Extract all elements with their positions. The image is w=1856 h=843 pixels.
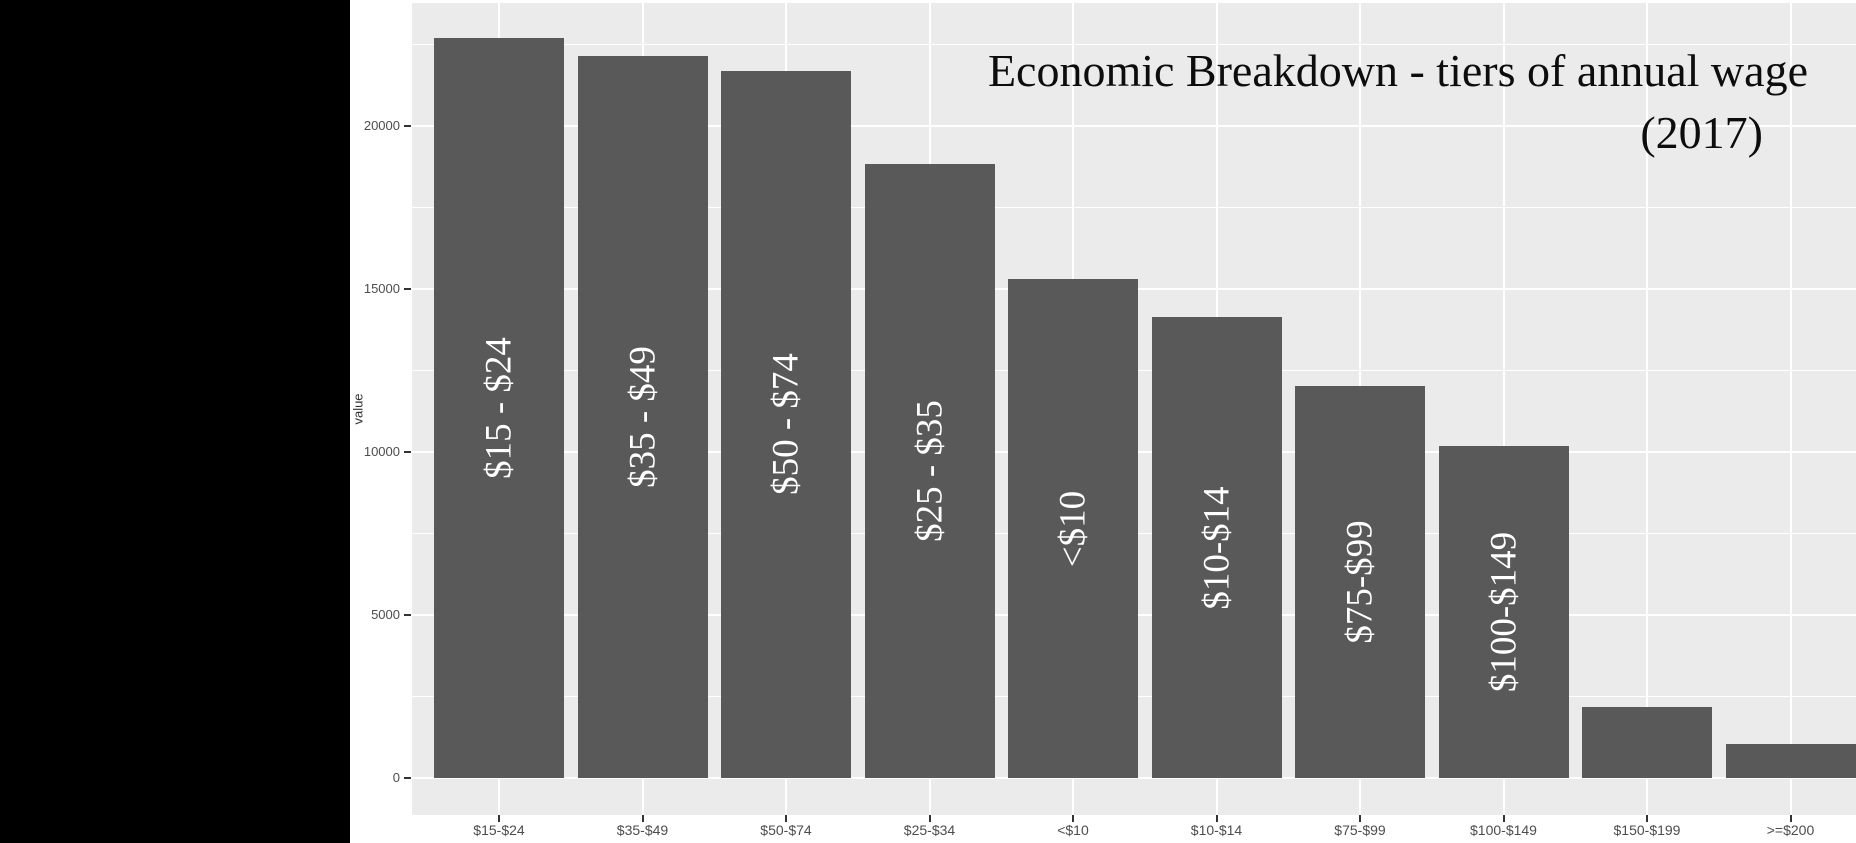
y-axis-title: value	[350, 393, 366, 425]
x-tick-label: $50-$74	[760, 822, 812, 838]
y-tick-mark	[404, 288, 411, 291]
x-tick-label: $100-$149	[1470, 822, 1537, 838]
bar	[1008, 279, 1138, 778]
bar	[1438, 446, 1569, 778]
bar	[1295, 385, 1425, 778]
gridline-y-major	[412, 125, 1856, 128]
x-tick-mark	[785, 815, 787, 822]
bar-value-label: $50 - $74	[765, 353, 807, 496]
x-tick-label: $75-$99	[1334, 822, 1386, 838]
bar	[577, 55, 708, 778]
bar-value-label: $25 - $35	[909, 400, 950, 543]
x-tick-mark	[1646, 815, 1648, 822]
x-tick-mark	[1215, 815, 1218, 822]
bar-value-label: $15 - $24	[478, 337, 520, 479]
x-tick-mark	[928, 815, 931, 822]
y-tick-label: 0	[392, 770, 400, 785]
y-tick-mark	[404, 125, 411, 128]
gridline-x-major	[1789, 3, 1792, 815]
x-tick-mark	[1789, 815, 1792, 822]
x-tick-label: $25-$34	[903, 822, 956, 838]
x-tick-label: $10-$14	[1190, 822, 1243, 838]
left-black-band	[0, 0, 350, 843]
x-tick-label: <$10	[1057, 822, 1089, 838]
x-tick-mark	[1359, 815, 1361, 822]
y-tick-label: 5000	[371, 607, 400, 622]
y-tick-mark	[404, 777, 411, 779]
bar	[1582, 706, 1712, 778]
y-tick-mark	[404, 614, 411, 616]
x-tick-label: $15-$24	[473, 822, 525, 838]
plot-panel: $15 - $24 $35 - $49 $50 - $74 $25 - $35 <$10…	[412, 3, 1856, 815]
x-tick-mark	[641, 815, 644, 822]
x-tick-label: >=$200	[1766, 822, 1815, 838]
gridline-x-major	[1646, 3, 1648, 815]
gridline-y-minor	[412, 44, 1856, 46]
gridline-y-major	[412, 777, 1856, 779]
y-tick-mark	[404, 451, 411, 454]
bar	[864, 164, 995, 778]
x-tick-mark	[498, 815, 500, 822]
bar-value-label: $75-$99	[1339, 520, 1381, 644]
bar	[434, 38, 564, 778]
bar-value-label: $10-$14	[1196, 485, 1237, 610]
bar-value-label: $35 - $49	[622, 346, 663, 488]
bar-value-label: <$10	[1052, 490, 1094, 567]
x-tick-mark	[1072, 815, 1074, 822]
x-tick-label: $150-$199	[1613, 822, 1681, 838]
gridline-x-major	[1502, 3, 1505, 815]
bar	[721, 70, 851, 778]
chart-title-line1: Economic Breakdown - tiers of annual wag…	[987, 45, 1808, 96]
y-tick-label: 15000	[363, 281, 400, 297]
chart-title-line2: (2017)	[1640, 107, 1763, 158]
gridline-y-minor	[412, 207, 1856, 209]
bar	[1151, 317, 1282, 778]
y-tick-label: 10000	[363, 444, 400, 460]
x-tick-label: $35-$49	[616, 822, 669, 838]
bar	[1725, 744, 1856, 778]
y-tick-label: 20000	[363, 118, 400, 134]
bar-value-label: $100-$149	[1483, 531, 1524, 693]
x-tick-mark	[1502, 815, 1505, 822]
